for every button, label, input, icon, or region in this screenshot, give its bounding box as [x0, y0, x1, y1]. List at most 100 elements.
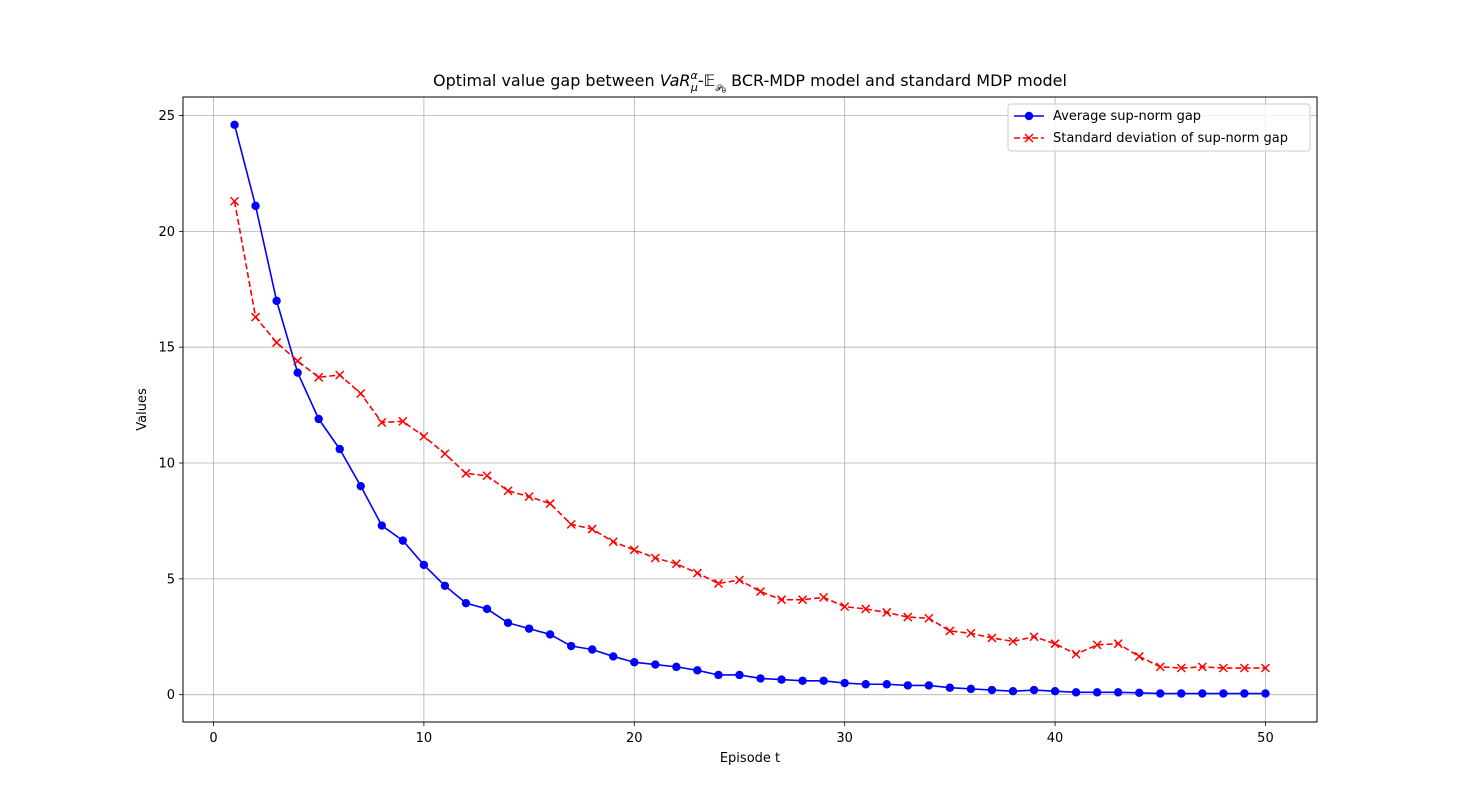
data-point-average	[1177, 689, 1186, 698]
data-point-std	[230, 196, 240, 206]
data-point-std	[461, 468, 471, 478]
data-point-average	[651, 660, 660, 669]
data-point-std	[503, 486, 513, 496]
data-point-std	[713, 578, 723, 589]
x-tick-label: 50	[1257, 731, 1274, 746]
data-point-average	[840, 678, 849, 688]
data-point-std	[1155, 662, 1165, 672]
plot-area-frame	[182, 96, 1318, 723]
data-point-average	[1113, 688, 1123, 697]
y-axis-title: Values	[135, 388, 150, 431]
data-point-std	[734, 575, 745, 585]
data-point-std	[377, 417, 387, 428]
title-expect-sub: 𝒫	[715, 84, 723, 94]
data-point-std	[819, 592, 829, 602]
data-point-average	[1008, 686, 1018, 696]
data-point-average	[545, 630, 555, 639]
data-point-std	[566, 519, 576, 529]
data-point-std	[440, 449, 450, 459]
data-point-average	[419, 560, 429, 570]
data-point-average	[798, 676, 807, 685]
data-point-std	[335, 370, 345, 380]
data-point-average	[1198, 689, 1207, 698]
data-point-std	[272, 338, 282, 348]
data-point-std	[524, 492, 534, 502]
data-point-std	[1260, 663, 1270, 673]
data-point-average	[693, 666, 702, 675]
x-tick-label: 20	[626, 731, 643, 746]
data-point-average	[377, 521, 387, 530]
data-point-average	[293, 368, 302, 377]
legend-swatch-average-marker	[1024, 111, 1034, 121]
data-point-average	[1156, 689, 1165, 698]
title-expect-subsub: θ	[722, 87, 726, 95]
data-point-std	[924, 613, 934, 623]
data-point-average	[1050, 686, 1060, 696]
data-point-average	[945, 683, 955, 692]
data-point-average	[251, 201, 260, 211]
data-point-std	[1197, 662, 1207, 672]
data-point-average	[966, 684, 976, 694]
data-point-average	[314, 414, 323, 424]
data-point-average	[335, 444, 344, 454]
title-math-sup: α	[691, 69, 699, 82]
data-point-std	[777, 595, 787, 605]
data-point-std	[545, 499, 555, 509]
data-point-std	[840, 602, 850, 612]
data-point-std	[861, 604, 871, 614]
data-point-average	[861, 680, 870, 689]
grid	[183, 97, 1317, 722]
data-point-average	[230, 120, 239, 129]
data-point-std	[903, 612, 913, 622]
series-layer	[230, 120, 1270, 698]
data-point-std	[1008, 636, 1018, 646]
data-point-std	[482, 471, 492, 481]
data-point-average	[672, 662, 681, 672]
data-point-std	[293, 356, 303, 366]
data-point-std	[419, 431, 429, 441]
data-point-average	[630, 658, 639, 667]
x-tick-label: 30	[836, 731, 853, 746]
ticks: 0 10 20 30 40 50 0 5 10 15 20 25	[158, 109, 1273, 746]
data-point-average	[777, 675, 786, 684]
data-point-std	[629, 545, 639, 555]
data-point-std	[1029, 632, 1039, 642]
chart-title: Optimal value gap between VaRα μ-𝔼𝒫θ BCR-…	[433, 69, 1067, 95]
data-point-average	[1029, 685, 1039, 695]
data-point-average	[756, 674, 765, 683]
x-axis-title: Episode t	[720, 751, 780, 766]
data-point-std	[650, 553, 660, 563]
y-tick-label: 25	[158, 109, 175, 124]
data-point-average	[903, 681, 912, 690]
legend-label-std: Standard deviation of sup-norm gap	[1053, 131, 1288, 146]
data-point-average	[1219, 689, 1228, 698]
data-point-average	[588, 645, 597, 654]
x-tick-label: 10	[416, 731, 433, 746]
data-point-average	[1261, 689, 1270, 698]
data-point-average	[356, 481, 365, 491]
data-point-std	[692, 568, 702, 578]
y-tick-label: 10	[158, 457, 175, 472]
data-point-average	[566, 641, 576, 651]
x-tick-label: 40	[1047, 731, 1064, 746]
data-point-average	[503, 618, 513, 628]
y-tick-label: 0	[167, 688, 175, 703]
data-point-std	[1092, 640, 1102, 650]
data-point-average	[524, 624, 534, 633]
data-point-average	[440, 581, 450, 590]
data-point-std	[1176, 663, 1186, 673]
y-tick-label: 5	[167, 572, 175, 587]
x-tick-label: 0	[209, 731, 217, 746]
data-point-average	[819, 676, 828, 685]
data-point-average	[924, 681, 934, 690]
title-suffix: BCR-MDP model and standard MDP model	[726, 71, 1067, 90]
data-point-std	[251, 312, 261, 322]
data-point-average	[1240, 689, 1249, 698]
data-point-std	[987, 633, 997, 643]
data-point-average	[882, 680, 891, 689]
data-point-average	[987, 685, 997, 695]
data-point-std	[1071, 649, 1081, 659]
legend-box	[1007, 103, 1311, 152]
data-point-average	[609, 652, 618, 661]
